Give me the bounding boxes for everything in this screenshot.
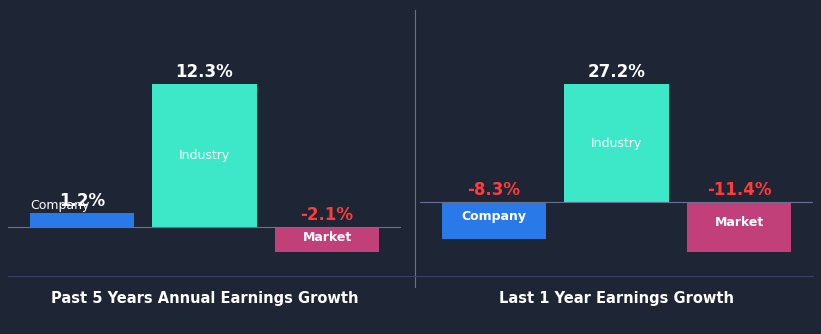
Bar (564, 84, 668, 202)
X-axis label: Last 1 Year Earnings Growth: Last 1 Year Earnings Growth (499, 291, 734, 306)
Text: Market: Market (302, 231, 351, 244)
Bar (153, 84, 257, 227)
Text: Company: Company (30, 199, 89, 212)
Bar (442, 202, 546, 238)
Text: -11.4%: -11.4% (707, 181, 772, 199)
Text: -2.1%: -2.1% (300, 206, 354, 224)
Text: Market: Market (714, 216, 764, 229)
Bar (275, 227, 379, 252)
Text: 12.3%: 12.3% (176, 62, 233, 80)
Text: 1.2%: 1.2% (59, 192, 105, 210)
Bar (687, 202, 791, 252)
Text: Industry: Industry (179, 149, 230, 162)
Text: Industry: Industry (591, 137, 642, 150)
Bar (30, 213, 134, 227)
Text: -8.3%: -8.3% (467, 181, 521, 199)
Text: 27.2%: 27.2% (588, 62, 645, 80)
Text: Company: Company (461, 210, 526, 223)
X-axis label: Past 5 Years Annual Earnings Growth: Past 5 Years Annual Earnings Growth (51, 291, 358, 306)
